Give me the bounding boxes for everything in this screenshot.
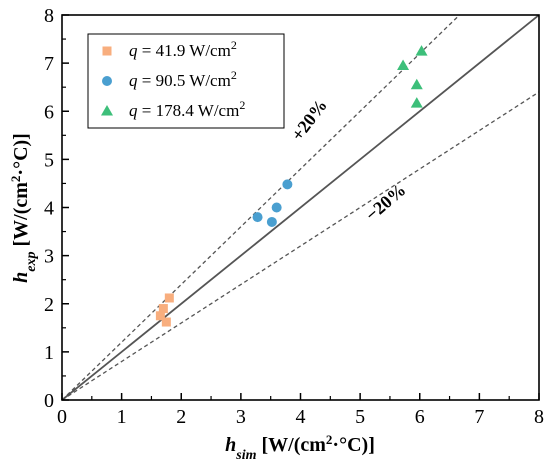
- x-tick-label: 3: [236, 406, 246, 428]
- x-tick-label: 5: [355, 406, 365, 428]
- legend-marker-2: [102, 76, 112, 86]
- data-point-series-2: [266, 216, 277, 227]
- legend-entry-3: q = 178.4 W/cm2: [129, 98, 245, 120]
- x-tick-label: 6: [415, 406, 425, 428]
- y-tick-label: 7: [44, 53, 54, 75]
- y-tick-label: 2: [44, 294, 54, 316]
- data-markers: [155, 45, 428, 327]
- data-point-series-1: [158, 304, 168, 314]
- reference-lines: [62, 15, 539, 400]
- data-point-series-3: [410, 97, 423, 108]
- plus-20-percent-annotation: +20%: [287, 95, 331, 144]
- y-tick-label: 1: [44, 342, 54, 364]
- legend-marker-1: [102, 46, 112, 56]
- x-tick-label: 8: [534, 406, 544, 428]
- y-tick-label: 5: [44, 149, 54, 171]
- data-point-series-1: [155, 311, 165, 321]
- y-tick-label: 4: [44, 198, 54, 220]
- y-axis-title: hexp [W/(cm2·°C)]: [8, 133, 39, 283]
- x-tick-label: 0: [57, 406, 67, 428]
- data-point-series-3: [410, 78, 423, 90]
- x-axis-title: hsim [W/(cm2·°C)]: [225, 432, 375, 463]
- reference-line-1: [62, 15, 539, 400]
- legend: q = 41.9 W/cm2 q = 90.5 W/cm2 q = 178.4 …: [87, 33, 285, 129]
- x-tick-label: 7: [474, 406, 484, 428]
- data-point-series-1: [164, 293, 174, 303]
- axis-ticks: 0 1 2 3 4 5 6 7 8 0 1 2 3 4 5 6 7 8: [44, 5, 544, 428]
- legend-entry-2: q = 90.5 W/cm2: [129, 68, 237, 90]
- data-point-series-3: [397, 59, 410, 71]
- reference-line-3: [62, 91, 539, 400]
- data-point-series-1: [161, 317, 171, 327]
- reference-line-2: [62, 15, 461, 400]
- y-tick-label: 3: [44, 246, 54, 268]
- data-point-series-2: [252, 212, 263, 223]
- legend-markers: [101, 46, 113, 116]
- x-tick-label: 4: [296, 406, 306, 428]
- y-tick-label: 0: [44, 390, 54, 412]
- x-tick-label: 1: [117, 406, 127, 428]
- x-tick-label: 2: [176, 406, 186, 428]
- data-point-series-3: [415, 45, 428, 56]
- legend-marker-3: [101, 105, 113, 116]
- legend-box: [87, 33, 285, 129]
- data-point-series-2: [271, 202, 282, 213]
- data-point-series-2: [282, 179, 293, 190]
- y-tick-label: 8: [44, 5, 54, 27]
- legend-entry-1: q = 41.9 W/cm2: [129, 38, 237, 60]
- y-tick-label: 6: [44, 101, 54, 123]
